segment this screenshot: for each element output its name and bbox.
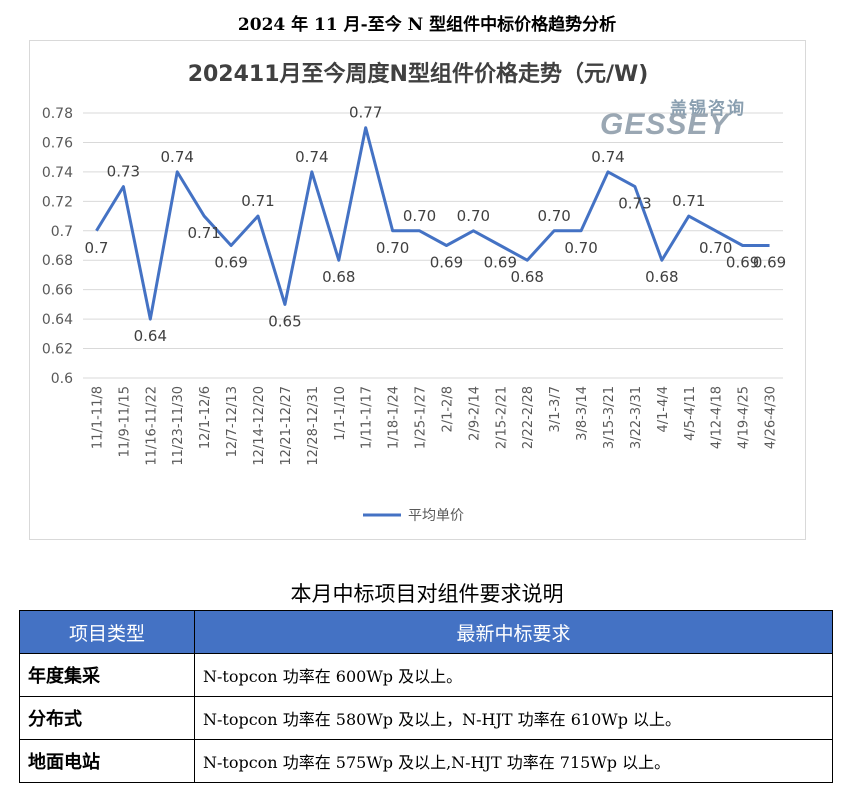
y-tick-label: 0.72 [42,194,73,210]
page-heading: 2024 年 11 月-至今 N 型组件中标价格趋势分析 [237,15,617,35]
x-tick-label: 4/1-4/4 [656,386,671,433]
data-label: 0.68 [645,268,678,286]
data-label: 0.71 [241,192,274,210]
x-tick-label: 2/15-2/21 [494,386,509,449]
x-tick-label: 3/22-3/31 [629,386,644,449]
x-tick-label: 1/1-1/10 [333,386,348,441]
row-type-cell: 年度集采 [19,653,195,697]
y-tick-label: 0.78 [42,106,73,122]
x-tick-label: 11/16-11/22 [144,386,159,466]
x-tick-label: 3/15-3/21 [602,386,617,449]
data-label: 0.70 [537,207,570,225]
y-tick-label: 0.74 [42,165,73,181]
table-row: 年度集采 N-topcon 功率在 600Wp 及以上。 [19,653,833,697]
x-tick-label: 4/12-4/18 [710,386,725,449]
x-tick-label: 1/11-1/17 [360,386,375,449]
x-tick-label: 11/9-11/15 [117,386,132,457]
legend-label: 平均单价 [408,508,464,524]
data-label: 0.68 [511,268,544,286]
row-requirement-cell: N-topcon 功率在 575Wp 及以上,N-HJT 功率在 715Wp 以… [194,739,833,783]
x-tick-label: 4/5-4/11 [683,386,698,441]
data-label: 0.77 [349,104,382,122]
data-label: 0.70 [457,207,490,225]
x-tick-label: 12/1-12/6 [198,386,213,449]
x-tick-label: 12/7-12/13 [225,386,240,457]
data-label: 0.70 [564,239,597,257]
x-tick-label: 4/19-4/25 [737,386,752,449]
row-type-cell: 地面电站 [19,739,195,783]
line-chart: 202411月至今周度N型组件价格走势（元/W) 0.6 0.62 0.64 0.66 0… [42,61,786,524]
x-tick-label: 12/14-12/20 [252,386,267,466]
data-label: 0.71 [187,224,220,242]
data-label: 0.65 [268,312,301,330]
data-label: 0.7 [85,239,109,257]
y-tick-label: 0.62 [42,342,73,358]
header-requirement: 最新中标要求 [194,610,833,654]
data-label: 0.71 [672,192,705,210]
data-label: 0.68 [322,268,355,286]
table-caption: 本月中标项目对组件要求说明 [290,582,564,606]
data-label: 0.69 [726,254,759,272]
x-tick-label: 3/1-3/7 [548,386,563,433]
header-project-type: 项目类型 [19,610,195,654]
x-tick-label: 12/21-12/27 [279,386,294,466]
requirements-table: 项目类型 最新中标要求 年度集采 N-topcon 功率在 600Wp 及以上。… [19,610,833,783]
data-label: 0.64 [134,327,167,345]
data-label: 0.70 [699,239,732,257]
row-type-cell: 分布式 [19,696,195,740]
y-tick-label: 0.64 [42,312,73,328]
data-label: 0.73 [618,195,651,213]
row-requirement-cell: N-topcon 功率在 580Wp 及以上，N-HJT 功率在 610Wp 以… [194,696,833,740]
y-tick-label: 0.68 [42,253,73,269]
x-tick-label: 1/25-1/27 [414,386,429,449]
logo-chinese-text: 盖锡咨询 [670,99,746,119]
data-label: 0.69 [484,254,517,272]
chart-title: 202411月至今周度N型组件价格走势（元/W) [188,61,649,87]
y-tick-label: 0.6 [51,371,73,387]
table-row: 分布式 N-topcon 功率在 580Wp 及以上，N-HJT 功率在 610… [19,696,833,740]
data-label: 0.70 [376,239,409,257]
data-label: 0.74 [591,148,624,166]
x-tick-label: 2/22-2/28 [521,386,536,449]
data-label: 0.69 [430,254,463,272]
x-tick-label: 12/28-12/31 [306,386,321,466]
table-header-row: 项目类型 最新中标要求 [19,610,833,654]
x-tick-label: 1/18-1/24 [387,386,402,449]
x-tick-label: 4/26-4/30 [764,386,779,449]
table-row: 地面电站 N-topcon 功率在 575Wp 及以上,N-HJT 功率在 71… [19,739,833,783]
gessey-logo: 盖锡咨询 GESSEY [600,98,780,142]
data-label: 0.73 [107,163,140,181]
series-line-average-price [95,126,770,321]
data-label: 0.74 [295,148,328,166]
y-tick-label: 0.7 [51,224,73,240]
data-label: 0.70 [403,207,436,225]
data-label: 0.69 [753,254,786,272]
data-label: 0.74 [161,148,194,166]
x-tick-label: 3/8-3/14 [575,386,590,441]
data-label: 0.69 [214,254,247,272]
x-tick-label: 11/23-11/30 [171,386,186,466]
x-tick-label: 2/1-2/8 [440,386,455,433]
y-tick-label: 0.76 [42,135,73,151]
chart-container: 202411月至今周度N型组件价格走势（元/W) 0.6 0.62 0.64 0.66 0… [29,40,806,540]
row-requirement-cell: N-topcon 功率在 600Wp 及以上。 [194,653,833,697]
y-tick-label: 0.66 [42,283,73,299]
x-tick-label: 2/9-2/14 [467,386,482,441]
logo-english-text: GESSEY [600,108,730,141]
x-tick-label: 11/1-11/8 [90,386,105,449]
